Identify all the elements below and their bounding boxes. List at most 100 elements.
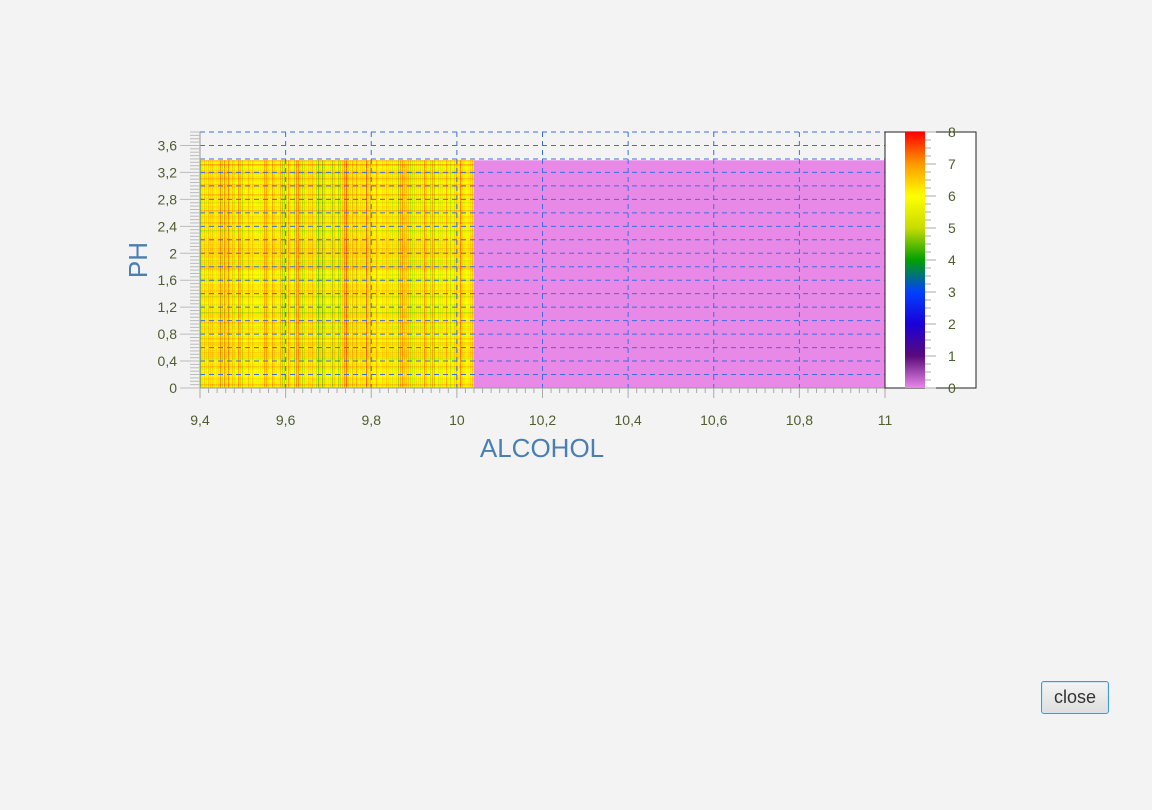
heatmap-cell-column [438,160,440,388]
heatmap-cell-row [200,330,474,332]
heatmap-cell-row [200,278,474,280]
y-tick-label: 0,8 [158,326,178,342]
heatmap-cell-row [200,232,474,234]
heatmap-cell-column [310,160,312,388]
heatmap-cell-column [204,160,206,388]
heatmap-cell-row [200,238,474,240]
heatmap-cell-column [278,160,280,388]
heatmap-cell-column [322,160,324,388]
heatmap-cell-row [200,304,474,306]
heatmap-cell-row [200,322,474,324]
heatmap-cell-column [442,160,444,388]
heatmap-cell-row [200,350,474,352]
heatmap-cell-row [200,230,474,232]
heatmap-cell-column [434,160,436,388]
colorbar: 0 1 2 3 4 5 6 7 8 [884,124,977,396]
heatmap-cell-column [302,160,304,388]
heatmap-cell-row [200,160,474,162]
heatmap-cell-row [200,324,474,326]
heatmap-cell-row [200,234,474,236]
colorbar-tick-label: 8 [948,124,956,140]
heatmap-cell-column [320,160,322,388]
heatmap-cell-row [200,356,474,358]
heatmap-cell-column [282,160,284,388]
y-tick-label: 1,6 [158,272,178,288]
heatmap-cell-row [200,348,474,350]
x-tick-label: 10,8 [786,412,813,428]
heatmap-cell-column [446,160,448,388]
heatmap-cell-column [228,160,230,388]
heatmap-cell-column [376,160,378,388]
heatmap-cell-column [230,160,232,388]
heatmap-cell-column [304,160,306,388]
heatmap-cell-row [200,208,474,210]
heatmap-cell-column [338,160,340,388]
heatmap-cell-row [200,340,474,342]
heatmap-cell-column [472,160,474,388]
heatmap-cell-row [200,206,474,208]
heatmap-cell-row [200,290,474,292]
heatmap-cell-row [200,316,474,318]
heatmap-cell-column [420,160,422,388]
heatmap-cell-row [200,292,474,294]
colorbar-tick-label: 5 [948,220,956,236]
heatmap-cell-column [262,160,264,388]
heatmap-cell-column [374,160,376,388]
colorbar-tick-label: 7 [948,156,956,172]
heatmap-cell-row [200,274,474,276]
heatmap-cell-column [206,160,208,388]
heatmap-cell-column [368,160,370,388]
heatmap-cell-row [200,240,474,242]
heatmap-cell-row [200,246,474,248]
heatmap-cell-column [294,160,296,388]
heatmap-cell-row [200,176,474,178]
heatmap-cell-column [452,160,454,388]
heatmap-cell-column [456,160,458,388]
heatmap-cell-row [200,346,474,348]
heatmap-cell-column [312,160,314,388]
heatmap-cell-row [200,178,474,180]
y-axis-title: PH [123,242,153,278]
heatmap-cell-row [200,228,474,230]
heatmap-cell-row [200,352,474,354]
colorbar-tick-label: 1 [948,348,956,364]
heatmap-cell-column [396,160,398,388]
heatmap-cell-column [386,160,388,388]
heatmap-cell-row [200,184,474,186]
heatmap-cell-column [244,160,246,388]
heatmap-cell-column [324,160,326,388]
heatmap-cell-column [200,160,202,388]
heatmap-cell-column [212,160,214,388]
heatmap-cell-row [200,196,474,198]
heatmap-cell-row [200,296,474,298]
heatmap-cell-row [200,310,474,312]
heatmap-cell-column [280,160,282,388]
heatmap-cell-row [200,192,474,194]
heatmap-cell-column [232,160,234,388]
close-button[interactable]: close [1041,681,1109,714]
heatmap-cell-row [200,244,474,246]
heatmap-cell-column [298,160,300,388]
heatmap-cell-column [342,160,344,388]
heatmap-cell-column [400,160,402,388]
heatmap-cell-row [200,204,474,206]
heatmap-cell-row [200,216,474,218]
heatmap-cell-row [200,268,474,270]
heatmap-cell-column [332,160,334,388]
heatmap-cell-row [200,364,474,366]
heatmap-cell-row [200,164,474,166]
heatmap-cell-column [372,160,374,388]
heatmap-cell-row [200,280,474,282]
heatmap-cell-column [354,160,356,388]
heatmap-cell-row [200,248,474,250]
y-tick-label: 0 [169,380,177,396]
colorbar-tick-label: 4 [948,252,956,268]
heatmap-cell-row [200,256,474,258]
heatmap-cell-column [330,160,332,388]
heatmap-cell-column [288,160,290,388]
heatmap-cell-row [200,342,474,344]
heatmap-cell-row [200,226,474,228]
heatmap-cell-column [414,160,416,388]
heatmap-cell-row [200,214,474,216]
heatmap-cell-column [370,160,372,388]
